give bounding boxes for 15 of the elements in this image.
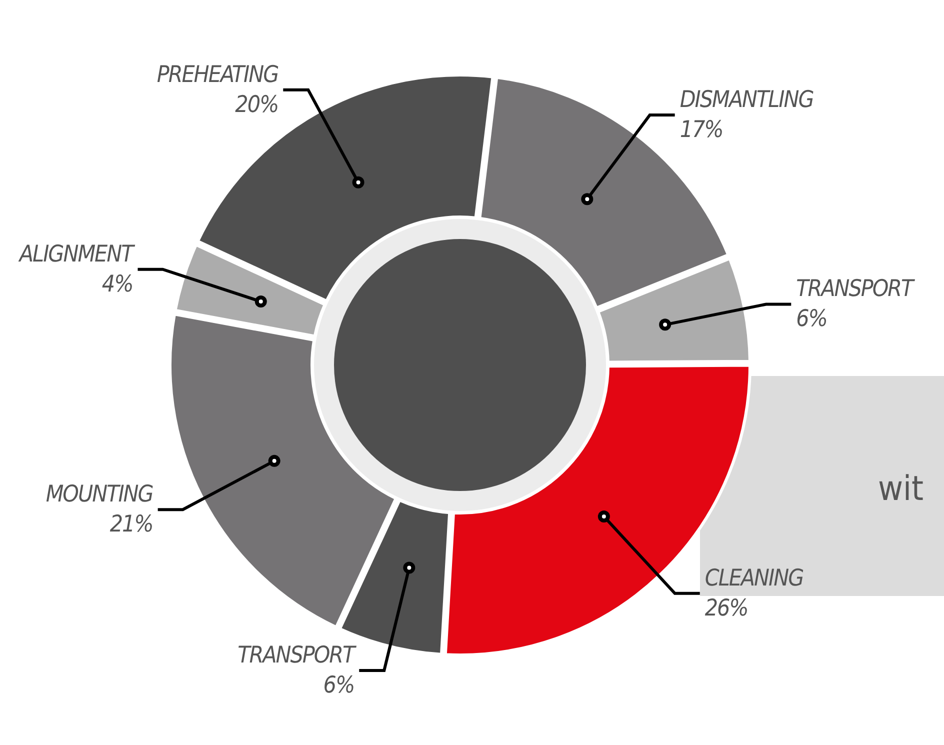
data-label: 6%	[796, 306, 827, 332]
data-label: 26%	[704, 595, 748, 622]
slice-label: PREHEATING	[156, 62, 278, 88]
slice-label: DISMANTLING	[680, 87, 814, 114]
data-label: 20%	[235, 92, 278, 118]
slice-label: ALIGNMENT	[17, 241, 136, 268]
slice-label: TRANSPORT	[796, 276, 916, 302]
data-label: 17%	[680, 117, 723, 144]
data-label: 4%	[102, 271, 133, 298]
text: wit	[878, 469, 924, 509]
slice-label: CLEANING	[704, 565, 804, 592]
data-label: 21%	[110, 512, 153, 538]
slice-label: MOUNTING	[46, 482, 153, 508]
data-label: 6%	[323, 672, 354, 699]
slice-label: TRANSPORT	[238, 642, 356, 669]
